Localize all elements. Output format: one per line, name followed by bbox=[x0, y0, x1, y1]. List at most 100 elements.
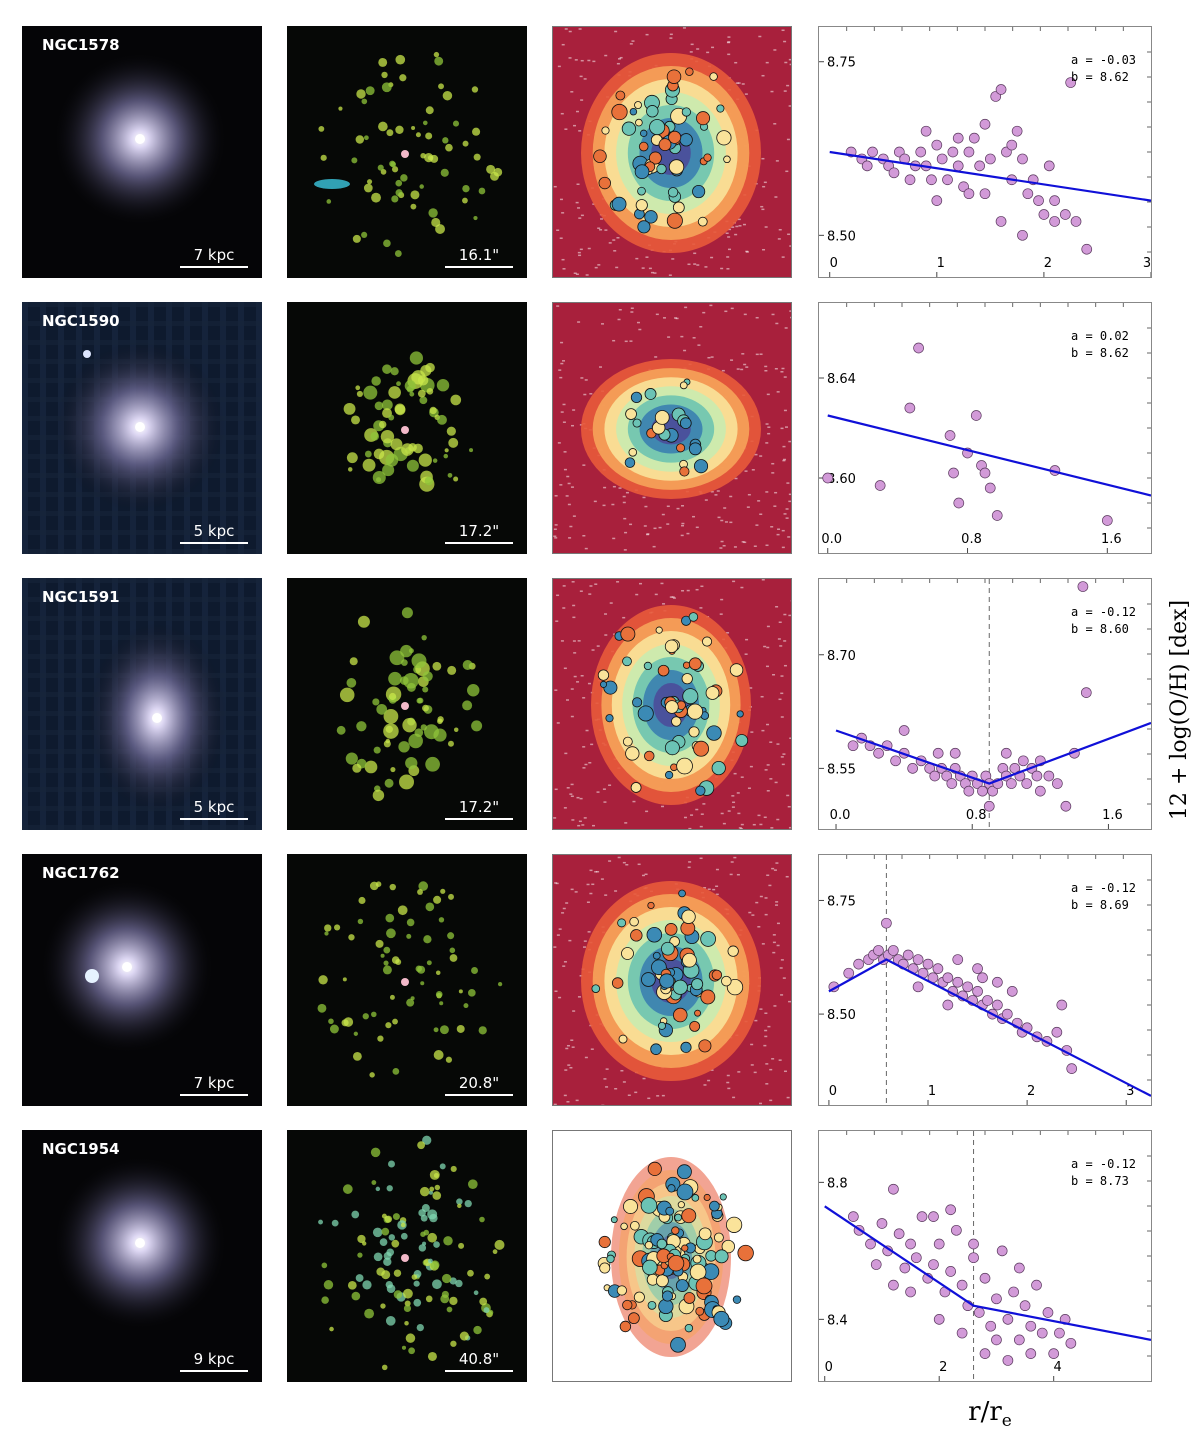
data-point bbox=[1036, 1327, 1048, 1339]
data-point bbox=[1065, 1337, 1077, 1349]
physical-scale-bar: 5 kpc bbox=[180, 798, 248, 820]
optical-image-panel: NGC1762 7 kpc bbox=[22, 854, 262, 1106]
hii-region-map bbox=[553, 303, 791, 553]
data-point bbox=[931, 139, 943, 151]
physical-scale-text: 9 kpc bbox=[193, 1350, 235, 1368]
galaxy-row: NGC1578 7 kpc 16.1" 0 1 2 3 8.75 8.50 a = -0.03 b … bbox=[0, 26, 1200, 278]
y-tick-label: 8.64 bbox=[827, 372, 856, 387]
data-point bbox=[963, 785, 975, 797]
data-point bbox=[1021, 778, 1033, 789]
optical-galaxy-image bbox=[22, 302, 262, 554]
metallicity-gradient-plot: 0.0 0.8 1.6 8.70 8.55 a = -0.12 b = 8.60 bbox=[818, 578, 1152, 830]
data-point bbox=[876, 1218, 888, 1229]
data-point bbox=[952, 976, 964, 988]
data-point bbox=[941, 770, 953, 782]
data-point bbox=[1101, 515, 1113, 526]
data-point bbox=[933, 1314, 945, 1325]
y-tick-label: 8.75 bbox=[827, 56, 856, 71]
data-point bbox=[968, 1252, 979, 1264]
physical-scale-bar: 9 kpc bbox=[180, 1350, 248, 1372]
emission-map-panel: 20.8" bbox=[287, 854, 527, 1106]
data-point bbox=[983, 800, 995, 812]
data-point bbox=[1013, 1262, 1025, 1274]
data-point bbox=[912, 981, 924, 993]
data-point bbox=[822, 472, 834, 484]
data-point bbox=[951, 1224, 962, 1236]
fit-slope-label: a = -0.03 bbox=[1071, 53, 1136, 67]
x-axis-label: r/re bbox=[940, 1392, 1070, 1432]
data-point bbox=[1013, 1334, 1025, 1346]
data-point bbox=[902, 949, 914, 961]
fit-slope-label: a = -0.12 bbox=[1071, 881, 1136, 895]
data-point bbox=[982, 995, 993, 1006]
data-point bbox=[972, 963, 983, 974]
x-tick-label: 2 bbox=[1044, 256, 1052, 271]
data-point bbox=[929, 770, 941, 782]
data-point bbox=[920, 125, 932, 137]
data-point bbox=[942, 999, 954, 1011]
data-point bbox=[893, 1228, 905, 1240]
data-point bbox=[987, 785, 999, 797]
optical-galaxy-image bbox=[42, 882, 212, 1052]
fit-line bbox=[835, 721, 1151, 785]
data-point bbox=[861, 160, 873, 172]
fit-line bbox=[829, 150, 1151, 202]
data-point bbox=[888, 1279, 899, 1291]
data-point bbox=[1017, 229, 1028, 241]
data-point bbox=[944, 430, 956, 441]
emission-map-panel: 17.2" bbox=[287, 578, 527, 830]
scale-bar-line bbox=[180, 266, 248, 268]
data-point bbox=[1031, 770, 1043, 782]
x-axis-label-sub: e bbox=[1002, 1411, 1012, 1431]
data-point bbox=[1006, 139, 1018, 151]
scale-bar-line bbox=[445, 1094, 513, 1096]
data-point bbox=[1033, 195, 1044, 206]
data-point bbox=[888, 1183, 899, 1195]
fit-intercept-label: b = 8.73 bbox=[1071, 1174, 1129, 1188]
hii-region-map-panel bbox=[552, 26, 792, 278]
data-point bbox=[1081, 243, 1093, 255]
data-point bbox=[995, 84, 1007, 95]
data-point bbox=[926, 174, 937, 186]
data-point bbox=[931, 195, 943, 206]
emission-map-panel: 17.2" bbox=[287, 302, 527, 554]
fit-intercept-label: b = 8.62 bbox=[1071, 346, 1129, 360]
gradient-scatter-svg: 0 1 2 3 8.75 8.50 a = -0.12 b = 8.69 bbox=[819, 855, 1151, 1105]
data-point bbox=[905, 1238, 916, 1250]
gradient-scatter-svg: 0 1 2 3 8.75 8.50 a = -0.03 b = 8.62 bbox=[819, 27, 1151, 277]
data-point bbox=[1019, 1300, 1031, 1312]
galaxy-row: NGC1590 5 kpc 17.2" 0.0 0.8 1.6 8.64 8.60 a = 0.… bbox=[0, 302, 1200, 554]
data-point bbox=[984, 482, 996, 494]
x-tick-label: 0.0 bbox=[821, 532, 842, 547]
x-tick-label: 0.8 bbox=[961, 532, 982, 547]
hii-region-map-panel bbox=[552, 302, 792, 554]
hii-region-map bbox=[553, 579, 791, 829]
data-point bbox=[952, 954, 964, 965]
data-point bbox=[972, 986, 983, 997]
data-point bbox=[973, 1307, 985, 1318]
x-tick-label: 1.6 bbox=[1102, 808, 1123, 823]
scale-bar-line bbox=[445, 266, 513, 268]
scale-bar-line bbox=[180, 1094, 248, 1096]
x-tick-label: 2 bbox=[939, 1360, 947, 1375]
data-point bbox=[1002, 1355, 1014, 1366]
physical-scale-bar: 7 kpc bbox=[180, 1074, 248, 1096]
x-tick-label: 2 bbox=[1027, 1084, 1035, 1099]
data-point bbox=[1059, 209, 1071, 220]
data-point bbox=[873, 945, 884, 956]
fit-line bbox=[824, 1205, 1151, 1341]
hii-region-map bbox=[597, 1157, 754, 1357]
hii-region-map bbox=[553, 855, 791, 1105]
fit-line bbox=[828, 958, 1151, 1097]
physical-scale-bar: 7 kpc bbox=[180, 246, 248, 268]
data-point bbox=[962, 981, 974, 993]
y-tick-label: 8.50 bbox=[827, 229, 856, 244]
data-point bbox=[1048, 1348, 1060, 1359]
data-point bbox=[945, 1266, 957, 1277]
data-point bbox=[1022, 188, 1034, 200]
optical-galaxy-image bbox=[55, 54, 225, 224]
x-tick-label: 0 bbox=[830, 256, 838, 271]
data-point bbox=[979, 467, 991, 479]
angular-scale-text: 40.8" bbox=[458, 1350, 500, 1368]
data-point bbox=[928, 1259, 939, 1270]
